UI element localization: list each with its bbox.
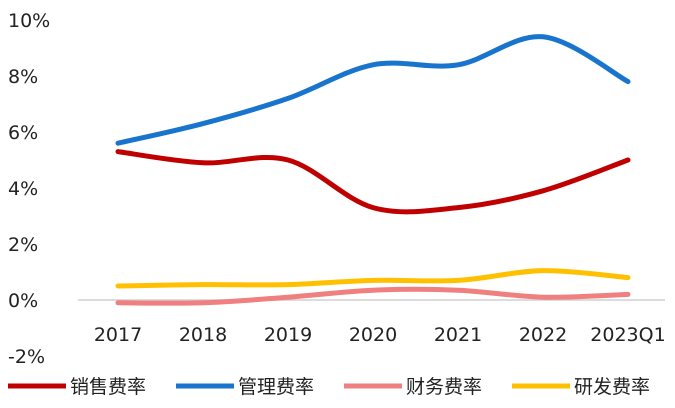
- y-tick-label: 0%: [8, 290, 38, 312]
- x-tick-label: 2018: [179, 324, 227, 346]
- y-tick-label: 10%: [8, 10, 50, 32]
- series-lines: [115, 34, 631, 306]
- x-tick-label: 2019: [264, 324, 312, 346]
- x-tick-label: 2017: [94, 324, 142, 346]
- series-line-2: [115, 34, 631, 146]
- legend-label: 财务费率: [406, 376, 482, 398]
- y-tick-label: 4%: [8, 178, 38, 200]
- y-axis-ticks: -2% 0% 2% 4% 6% 8% 10%: [8, 10, 50, 368]
- legend: 销售费率 管理费率 财务费率 研发费率: [8, 376, 650, 398]
- x-axis-ticks: 2017 2018 2019 2020 2021 2022 2023Q1: [94, 324, 666, 346]
- series-line-1: [115, 149, 631, 215]
- y-tick-label: 6%: [8, 122, 38, 144]
- y-tick-label: 8%: [8, 66, 38, 88]
- x-tick-label: 2020: [349, 324, 397, 346]
- x-tick-label: 2023Q1: [590, 324, 665, 346]
- x-tick-label: 2021: [434, 324, 482, 346]
- y-tick-label: -2%: [8, 346, 45, 368]
- legend-label: 研发费率: [574, 376, 650, 398]
- legend-label: 管理费率: [238, 376, 314, 398]
- legend-label: 销售费率: [70, 376, 146, 398]
- series-line-4: [115, 268, 631, 289]
- y-tick-label: 2%: [8, 234, 38, 256]
- x-tick-label: 2022: [519, 324, 567, 346]
- series-line-3: [115, 286, 631, 306]
